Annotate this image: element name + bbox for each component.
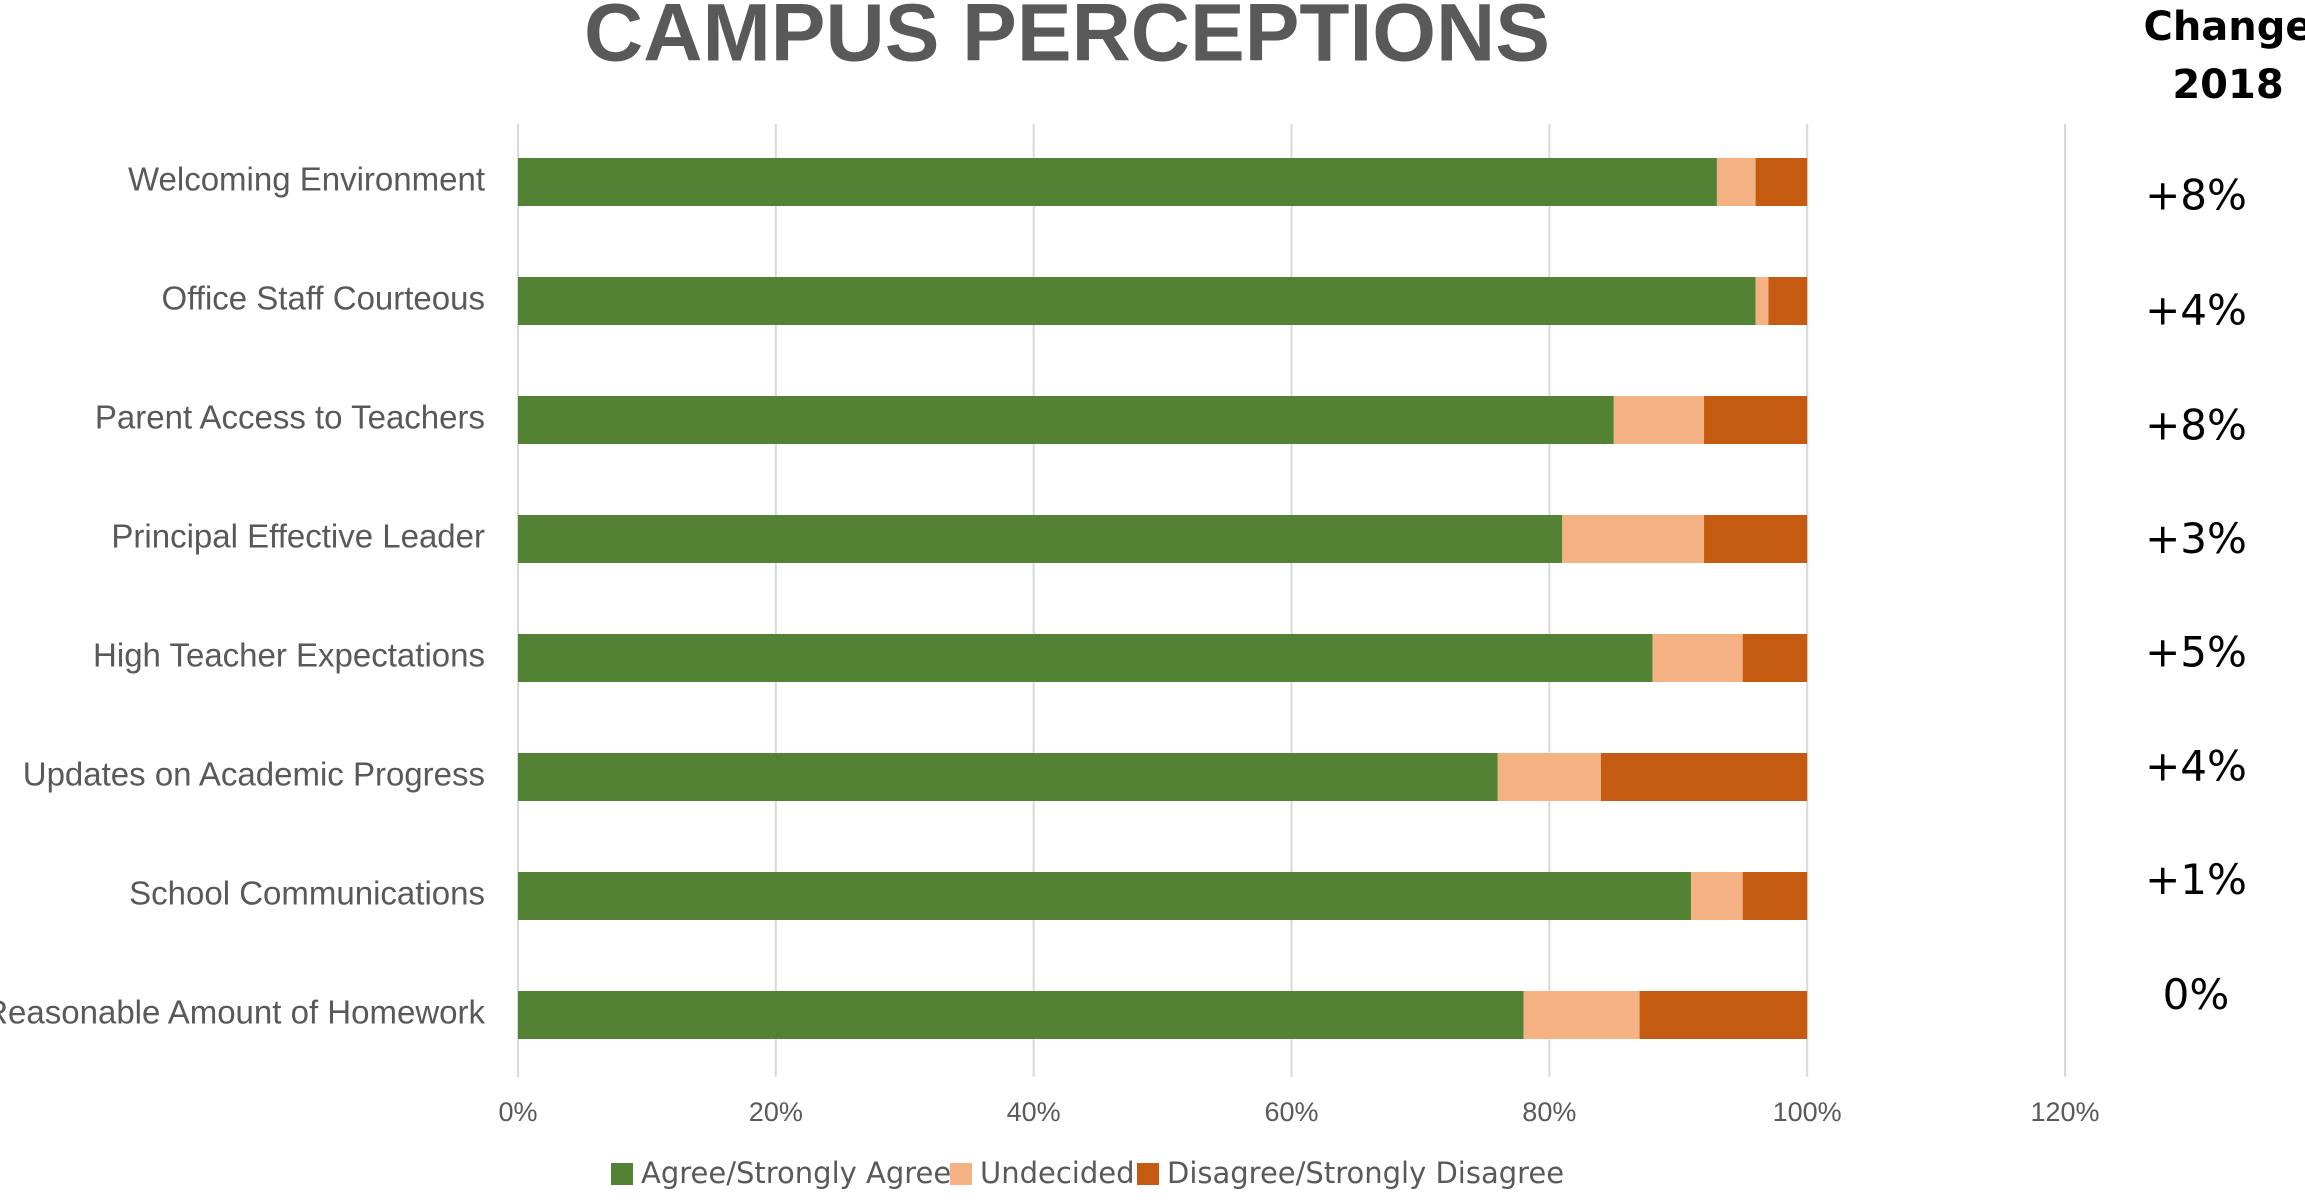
bar-segment bbox=[518, 396, 1614, 444]
bar-segment bbox=[518, 277, 1756, 325]
change-label: +4% bbox=[2145, 286, 2247, 335]
y-tick-label: Welcoming Environment bbox=[128, 161, 485, 198]
bar-segment bbox=[1691, 872, 1743, 920]
bar-segment bbox=[1523, 991, 1640, 1039]
x-tick-label: 100% bbox=[1773, 1097, 1842, 1127]
bar-segment bbox=[518, 991, 1524, 1039]
change-label: +1% bbox=[2145, 855, 2247, 904]
x-tick-label: 60% bbox=[1264, 1097, 1318, 1127]
chart-title: CAMPUS PERCEPTIONS bbox=[584, 0, 1550, 79]
change-label: +3% bbox=[2145, 514, 2247, 563]
y-tick-label: Updates on Academic Progress bbox=[23, 756, 485, 793]
legend-swatch bbox=[611, 1163, 633, 1185]
change-header: Change bbox=[2143, 4, 2305, 50]
y-tick-label: Office Staff Courteous bbox=[162, 280, 485, 317]
bar-segment bbox=[1742, 634, 1808, 682]
bar-segment bbox=[1704, 515, 1808, 563]
bar-segment bbox=[1497, 753, 1601, 801]
x-tick-label: 120% bbox=[2030, 1097, 2099, 1127]
x-tick-label: 20% bbox=[749, 1097, 803, 1127]
bar-segment bbox=[1600, 753, 1808, 801]
legend-label: Disagree/Strongly Disagree bbox=[1167, 1156, 1564, 1190]
bar-segment bbox=[1704, 396, 1808, 444]
y-tick-label: Reasonable Amount of Homework bbox=[0, 994, 485, 1031]
legend-swatch bbox=[950, 1163, 972, 1185]
legend-swatch bbox=[1137, 1163, 1159, 1185]
bar-segment bbox=[518, 753, 1498, 801]
bar-segment bbox=[518, 158, 1717, 206]
bar-segment bbox=[1639, 991, 1808, 1039]
x-tick-label: 40% bbox=[1007, 1097, 1061, 1127]
bar-segment bbox=[518, 515, 1563, 563]
change-header: 2018 bbox=[2172, 62, 2283, 108]
bar-segment bbox=[1652, 634, 1743, 682]
change-label: +4% bbox=[2145, 741, 2247, 790]
bar-segment bbox=[1742, 872, 1808, 920]
change-label: +8% bbox=[2145, 401, 2247, 450]
bar-segment bbox=[1755, 277, 1769, 325]
x-tick-label: 0% bbox=[498, 1097, 537, 1127]
bar-segment bbox=[1562, 515, 1705, 563]
change-label: +8% bbox=[2145, 171, 2247, 220]
y-tick-label: High Teacher Expectations bbox=[93, 637, 485, 674]
y-tick-label: School Communications bbox=[129, 875, 485, 912]
bar-segment bbox=[518, 634, 1653, 682]
bar-segment bbox=[518, 872, 1692, 920]
y-tick-label: Parent Access to Teachers bbox=[95, 399, 485, 436]
change-label: 0% bbox=[2163, 970, 2230, 1019]
x-tick-label: 80% bbox=[1522, 1097, 1576, 1127]
bar-segment bbox=[1613, 396, 1705, 444]
change-label: +5% bbox=[2145, 628, 2247, 677]
legend-label: Agree/Strongly Agree bbox=[641, 1156, 951, 1190]
bar-segment bbox=[1768, 277, 1808, 325]
bar-segment bbox=[1755, 158, 1808, 206]
y-tick-label: Principal Effective Leader bbox=[111, 518, 485, 555]
legend-label: Undecided bbox=[980, 1156, 1135, 1190]
bar-segment bbox=[1716, 158, 1756, 206]
